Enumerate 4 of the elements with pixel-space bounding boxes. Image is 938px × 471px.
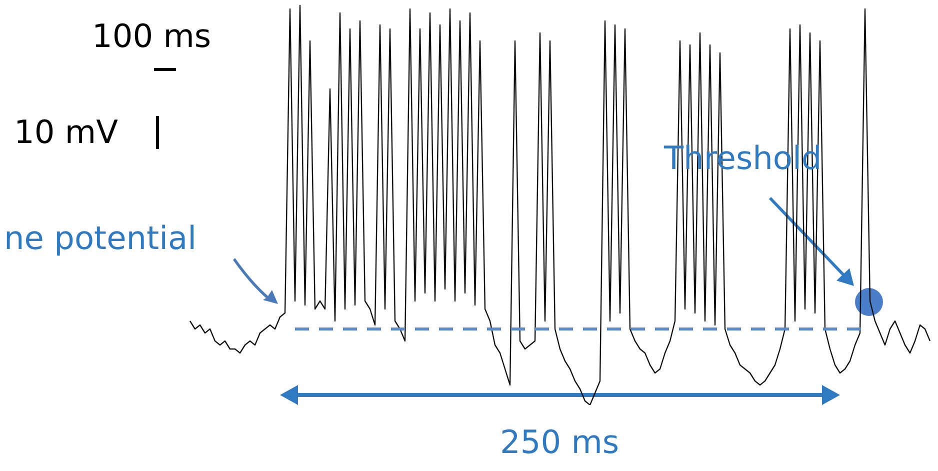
annotation: 100 ms — [92, 17, 212, 55]
text: 250 ms — [500, 423, 620, 461]
text: 10 mV — [14, 113, 118, 151]
annotation: ne potential — [4, 219, 196, 257]
